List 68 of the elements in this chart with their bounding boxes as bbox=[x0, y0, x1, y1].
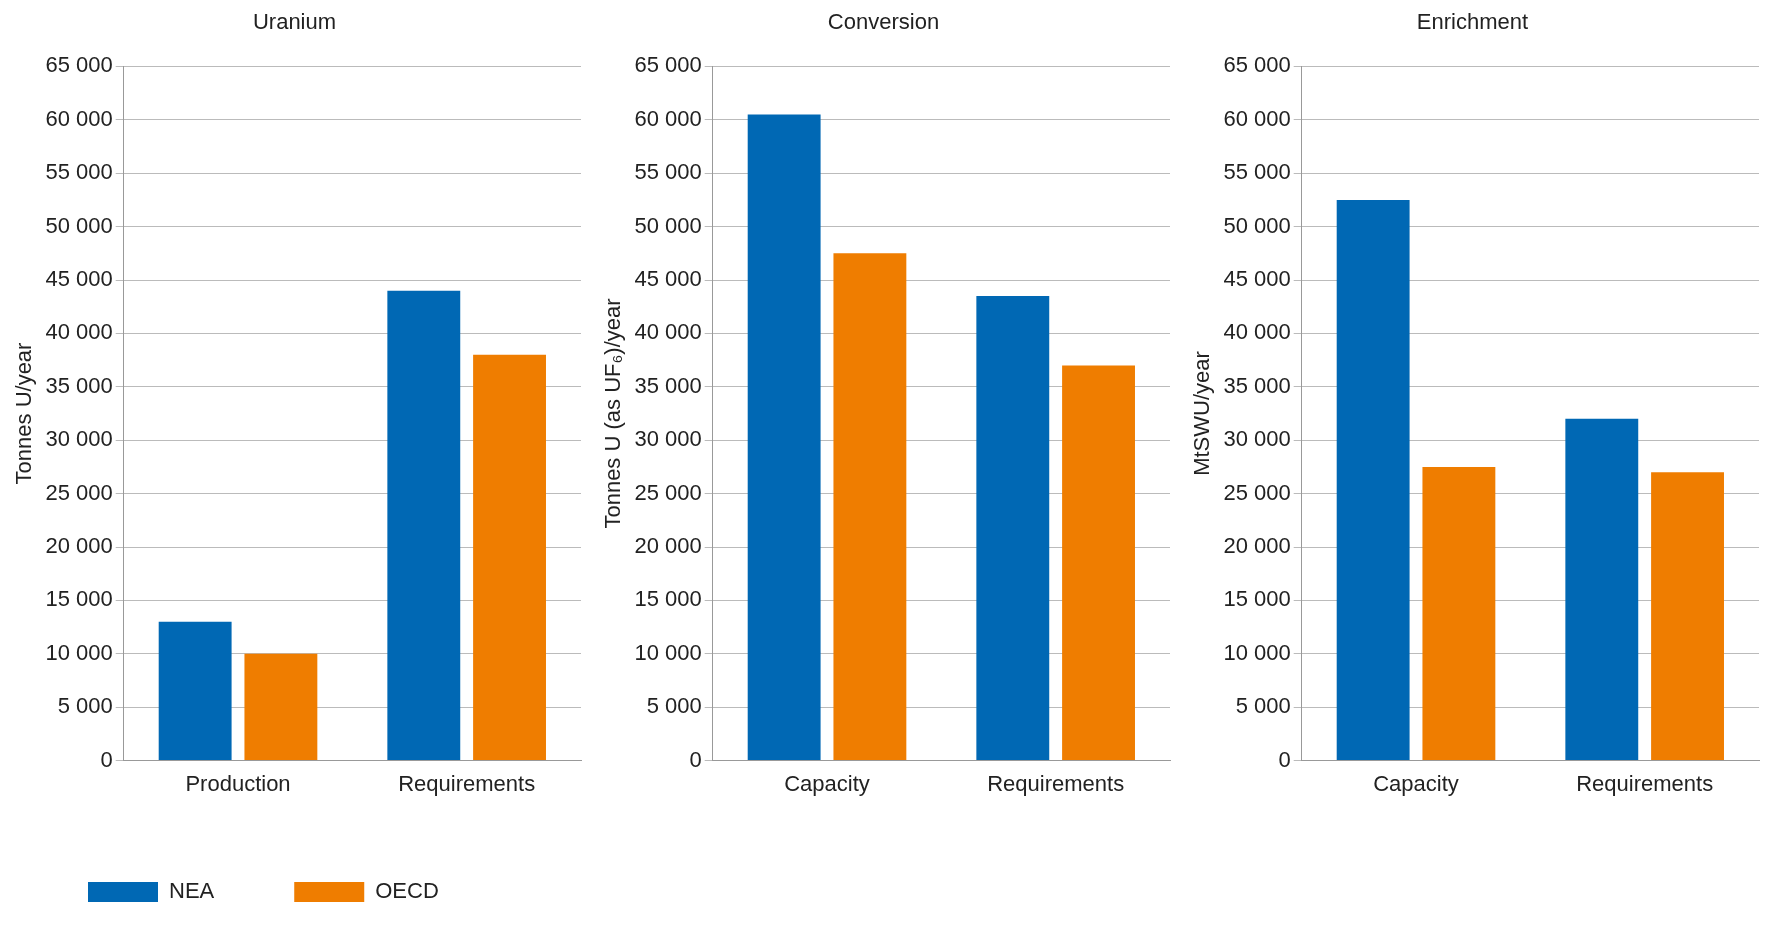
bar bbox=[1062, 365, 1135, 761]
y-tick-label: 65 000 bbox=[45, 52, 113, 78]
chart-title: Uranium bbox=[252, 9, 337, 35]
y-tick-label: 45 000 bbox=[634, 266, 702, 292]
bar bbox=[1565, 418, 1639, 761]
bar bbox=[473, 354, 546, 761]
y-tick-label: 10 000 bbox=[45, 639, 113, 665]
y-tick-label: 55 000 bbox=[1223, 159, 1291, 185]
y-tick-label: 65 000 bbox=[634, 52, 702, 78]
bar bbox=[833, 253, 907, 761]
y-tick-label: 25 000 bbox=[45, 479, 113, 505]
y-tick-label: 25 000 bbox=[634, 479, 702, 505]
bar bbox=[158, 621, 232, 761]
y-tick-label: 5 000 bbox=[57, 693, 113, 719]
y-axis-title: Tonnes U (as UF₆)/year bbox=[600, 298, 626, 529]
y-tick-label: 30 000 bbox=[45, 426, 113, 452]
x-tick-label: Capacity bbox=[1373, 770, 1459, 796]
y-tick-label: 5 000 bbox=[1235, 693, 1291, 719]
bar bbox=[387, 290, 461, 761]
y-tick-label: 40 000 bbox=[1223, 319, 1291, 345]
y-tick-label: 20 000 bbox=[1223, 533, 1291, 559]
y-tick-label: 30 000 bbox=[1223, 426, 1291, 452]
x-tick-label: Requirements bbox=[398, 770, 536, 796]
y-tick-label: 20 000 bbox=[45, 533, 113, 559]
y-tick-label: 40 000 bbox=[634, 319, 702, 345]
bar bbox=[1336, 199, 1410, 761]
y-tick-label: 35 000 bbox=[634, 372, 702, 398]
y-tick-label: 35 000 bbox=[45, 372, 113, 398]
legend-label: NEA bbox=[169, 878, 215, 904]
y-tick-label: 50 000 bbox=[634, 212, 702, 238]
y-tick-label: 20 000 bbox=[634, 533, 702, 559]
bar bbox=[244, 653, 318, 761]
chart-title: Conversion bbox=[827, 9, 940, 35]
y-tick-label: 10 000 bbox=[634, 639, 702, 665]
y-tick-label: 40 000 bbox=[45, 319, 113, 345]
y-tick-label: 55 000 bbox=[634, 159, 702, 185]
y-tick-label: 5 000 bbox=[646, 693, 702, 719]
y-tick-label: 50 000 bbox=[1223, 212, 1291, 238]
y-tick-label: 25 000 bbox=[1223, 479, 1291, 505]
x-tick-label: Production bbox=[185, 770, 291, 796]
x-tick-label: Requirements bbox=[1576, 770, 1714, 796]
y-tick-label: 55 000 bbox=[45, 159, 113, 185]
y-tick-label: 45 000 bbox=[45, 266, 113, 292]
y-tick-label: 45 000 bbox=[1223, 266, 1291, 292]
y-tick-label: 0 bbox=[100, 746, 113, 772]
y-tick-label: 0 bbox=[689, 746, 702, 772]
y-tick-label: 60 000 bbox=[634, 105, 702, 131]
x-tick-label: Capacity bbox=[784, 770, 870, 796]
legend-label: OECD bbox=[375, 878, 439, 904]
y-tick-label: 60 000 bbox=[1223, 105, 1291, 131]
y-tick-label: 15 000 bbox=[1223, 586, 1291, 612]
y-tick-label: 15 000 bbox=[45, 586, 113, 612]
y-axis-title: Tonnes U/year bbox=[11, 342, 37, 485]
bar bbox=[1422, 466, 1496, 761]
y-tick-label: 60 000 bbox=[45, 105, 113, 131]
bar bbox=[1651, 472, 1724, 761]
y-tick-label: 0 bbox=[1278, 746, 1291, 772]
y-axis-title: MtSWU/year bbox=[1189, 351, 1215, 476]
x-tick-label: Requirements bbox=[987, 770, 1125, 796]
bar bbox=[976, 296, 1050, 761]
y-tick-label: 30 000 bbox=[634, 426, 702, 452]
bar bbox=[747, 114, 821, 761]
y-tick-label: 50 000 bbox=[45, 212, 113, 238]
y-tick-label: 35 000 bbox=[1223, 372, 1291, 398]
y-tick-label: 15 000 bbox=[634, 586, 702, 612]
chart-title: Enrichment bbox=[1416, 9, 1529, 35]
y-tick-label: 65 000 bbox=[1223, 52, 1291, 78]
y-tick-label: 10 000 bbox=[1223, 639, 1291, 665]
